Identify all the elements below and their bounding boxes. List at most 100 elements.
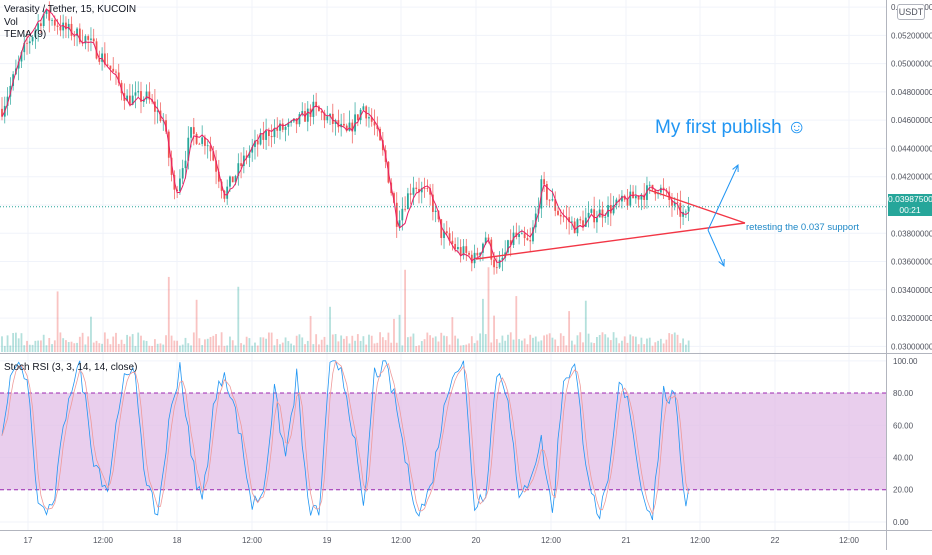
candle[interactable] [626,199,629,206]
candle[interactable] [67,23,70,30]
candle[interactable] [354,114,356,132]
candle[interactable] [176,189,179,192]
candle[interactable] [190,127,192,138]
candle[interactable] [70,23,73,36]
candle[interactable] [65,22,67,30]
candle[interactable] [551,199,554,201]
candle[interactable] [154,101,156,112]
candle[interactable] [684,211,687,213]
candle[interactable] [229,176,231,187]
candle[interactable] [287,122,290,127]
candle[interactable] [529,240,532,242]
candle[interactable] [501,257,504,260]
candle[interactable] [376,125,379,129]
candle[interactable] [306,108,309,122]
candle[interactable] [6,96,9,106]
candle[interactable] [273,128,276,138]
candle[interactable] [40,23,42,27]
candle[interactable] [237,163,240,176]
candle[interactable] [487,237,490,240]
candle[interactable] [20,52,23,62]
candle[interactable] [293,118,295,122]
candle[interactable] [362,106,365,110]
candle[interactable] [140,91,142,102]
candle[interactable] [443,231,445,238]
candle[interactable] [112,68,115,72]
candle[interactable] [395,202,398,227]
candle[interactable] [426,188,429,190]
rsi-axis[interactable]: 0.00 20.00 40.00 60.00 80.00 100.00 [893,357,918,527]
candle[interactable] [76,28,78,36]
candle[interactable] [323,112,326,121]
candle[interactable] [298,114,301,125]
candle[interactable] [59,26,62,31]
candle[interactable] [468,252,470,255]
candle[interactable] [78,28,81,43]
candle[interactable] [406,193,409,210]
candle[interactable] [254,140,256,147]
candle[interactable] [415,187,418,189]
candle[interactable] [242,155,245,167]
candle[interactable] [587,212,590,218]
candle[interactable] [281,123,284,130]
candle[interactable] [646,185,648,200]
candle[interactable] [204,137,206,146]
candle[interactable] [423,188,426,189]
candle[interactable] [532,227,534,242]
price-axis[interactable]: 0.03000000 0.03200000 0.03400000 0.03600000… [891,3,932,351]
candle[interactable] [621,195,623,202]
candle[interactable] [543,179,545,185]
candle[interactable] [498,259,501,268]
breakdown-arrow[interactable] [707,229,725,267]
candle[interactable] [192,127,195,134]
legend-title[interactable]: Verasity / Tether, 15, KUCOIN [4,4,137,15]
candle[interactable] [53,19,56,26]
candle[interactable] [401,208,404,221]
candle[interactable] [245,155,248,158]
candle[interactable] [612,205,615,214]
candle[interactable] [137,91,140,93]
candle[interactable] [470,254,473,264]
candle[interactable] [634,195,637,199]
candle[interactable] [1,108,3,117]
candle[interactable] [184,160,187,169]
candle[interactable] [131,95,134,105]
candle[interactable] [170,157,173,175]
candle[interactable] [518,234,520,237]
candle[interactable] [315,101,318,107]
candle[interactable] [482,243,484,253]
breakout-up-arrow[interactable] [707,164,739,231]
candle[interactable] [445,231,448,234]
candle[interactable] [671,200,673,206]
candle[interactable] [312,101,315,117]
candle[interactable] [479,252,482,256]
candle[interactable] [106,64,109,66]
candle[interactable] [251,146,254,153]
candle[interactable] [429,188,432,195]
candle[interactable] [270,136,273,138]
candle[interactable] [348,122,351,131]
currency-badge[interactable]: USDT [897,4,925,20]
candle[interactable] [331,113,334,124]
candle[interactable] [370,117,373,122]
candle[interactable] [404,208,406,210]
candle[interactable] [545,184,548,200]
candle[interactable] [593,209,596,223]
candle[interactable] [509,240,512,245]
candle[interactable] [56,25,59,27]
candle[interactable] [145,91,148,100]
candle[interactable] [632,191,634,199]
candle[interactable] [434,210,437,212]
candle[interactable] [279,123,281,131]
candle[interactable] [103,53,106,65]
candle[interactable] [418,188,420,193]
candle[interactable] [215,160,217,172]
candle[interactable] [490,239,493,260]
candle[interactable] [187,137,190,161]
candle[interactable] [590,209,593,213]
candle[interactable] [276,128,279,131]
legend-tema[interactable]: TEMA (9) [4,29,47,40]
support-trendline[interactable] [475,222,746,260]
legend-stoch-rsi[interactable]: Stoch RSI (3, 3, 14, 14, close) [4,362,138,373]
